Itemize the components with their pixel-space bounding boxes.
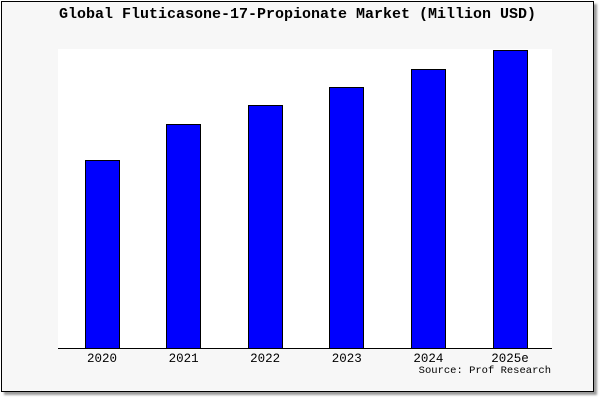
source-note: Source: Prof Research [418,365,551,377]
chart-figure: Global Fluticasone-17-Propionate Market … [1,1,594,392]
x-tick-label-2024: 2024 [413,352,444,366]
x-tick-label-2023: 2023 [331,352,362,366]
x-tick-label-2025e: 2025e [491,352,529,366]
plot-area [58,49,552,349]
bar-2024 [410,69,446,348]
x-tick-label-2021: 2021 [168,352,199,366]
bar-2021 [166,124,202,348]
bar-2020 [84,160,120,348]
x-tick-label-2020: 2020 [86,352,118,366]
x-tick-label-2022: 2022 [250,352,281,366]
x-axis-labels: 2020 2021 2022 2023 2024 2025e [58,352,552,368]
bar-2023 [329,87,365,348]
bar-2022 [247,105,283,348]
bar-2025e [492,50,528,348]
chart-title: Global Fluticasone-17-Propionate Market … [58,6,537,23]
